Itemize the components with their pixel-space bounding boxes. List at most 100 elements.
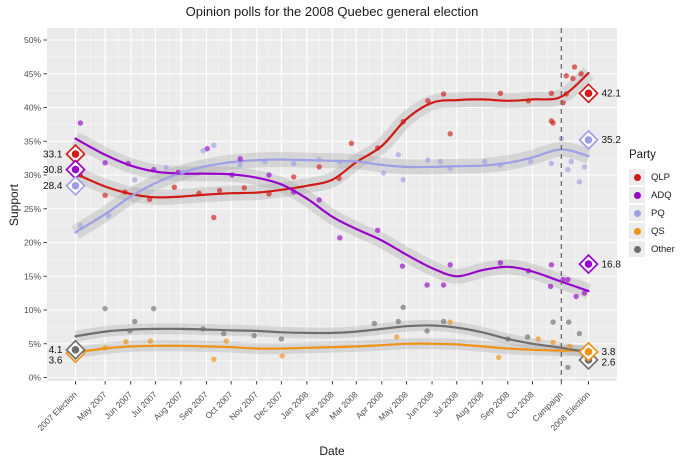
poll-point-Other (440, 318, 447, 325)
legend-dot-icon (633, 173, 641, 181)
legend-key-ADQ (629, 187, 645, 203)
poll-point-PQ (291, 160, 297, 167)
poll-point-QLP (425, 98, 431, 104)
poll-point-ADQ (237, 156, 243, 162)
poll-point-ADQ (525, 268, 532, 274)
poll-point-PQ (337, 159, 343, 165)
poll-point-PQ (581, 164, 588, 170)
poll-point-Other (395, 318, 401, 325)
poll-point-Other (200, 326, 206, 332)
legend-key-PQ (629, 205, 645, 221)
poll-point-ADQ (291, 189, 297, 195)
legend-items: QLP ADQ PQ QS Other (629, 168, 675, 258)
poll-point-Other (221, 330, 227, 337)
poll-point-Other (505, 336, 511, 342)
legend-key-QS (629, 223, 645, 239)
poll-point-PQ (565, 166, 571, 173)
y-tick-label: 20% (24, 238, 41, 248)
poll-point-PQ (482, 158, 488, 165)
trend-line-ADQ (74, 137, 590, 293)
poll-point-QLP (525, 98, 532, 104)
poll-point-QLP (216, 187, 223, 194)
poll-point-QLP (211, 214, 217, 221)
poll-point-Other (127, 328, 133, 334)
legend-item-ADQ: ADQ (629, 186, 675, 204)
poll-point-QLP (563, 91, 569, 97)
poll-point-QS (211, 356, 217, 362)
result-label-ADQ: 16.8 (602, 259, 622, 270)
poll-point-PQ (132, 177, 138, 183)
legend-dot-icon (633, 245, 641, 253)
result-dot-PQ (584, 136, 593, 144)
poll-point-QS (566, 343, 573, 350)
poll-point-PQ (211, 142, 217, 148)
result-dot-QS (584, 348, 593, 356)
poll-point-ADQ (175, 169, 182, 175)
legend-label: Other (651, 243, 675, 255)
poll-point-PQ (400, 177, 406, 183)
legend-key-QLP (629, 169, 645, 185)
poll-point-QLP (563, 73, 569, 79)
result-label-QS: 3.8 (602, 347, 616, 358)
poll-point-QLP (291, 174, 297, 180)
poll-point-QLP (348, 140, 355, 146)
x-tick-label: Jun 2008 (404, 389, 436, 421)
result-label-Other: 2.6 (602, 358, 616, 369)
poll-point-PQ (316, 156, 322, 163)
legend-dot-icon (633, 209, 641, 217)
y-tick-label: 25% (24, 204, 41, 214)
result-dot-QLP (71, 150, 80, 158)
legend-item-QS: QS (629, 222, 675, 240)
poll-point-Other (565, 364, 571, 371)
result-label-QS: 3.6 (49, 356, 63, 367)
poll-point-ADQ (337, 235, 343, 241)
result-dot-PQ (71, 182, 80, 190)
result-dot-Other (71, 346, 80, 354)
poll-point-ADQ (316, 197, 322, 203)
result-label-QLP: 42.1 (602, 89, 622, 100)
result-label-Other: 4.1 (49, 345, 63, 356)
poll-point-ADQ (266, 172, 272, 178)
result-dot-ADQ (584, 260, 593, 268)
result-dot-QLP (584, 89, 593, 98)
poll-point-PQ (380, 170, 387, 176)
poll-point-Other (151, 305, 157, 312)
poll-point-ADQ (375, 227, 381, 233)
poll-point-QLP (497, 90, 504, 97)
legend-item-Other: Other (629, 240, 675, 258)
poll-point-QS (102, 345, 108, 351)
poll-point-QS (535, 336, 541, 342)
poll-point-Other (132, 318, 138, 325)
poll-point-ADQ (399, 263, 406, 269)
poll-point-QLP (578, 71, 584, 77)
y-tick-label: 50% (24, 35, 41, 45)
poll-point-QS (447, 319, 453, 325)
trend-line-QS (74, 342, 590, 354)
poll-point-PQ (200, 148, 206, 154)
poll-point-PQ (548, 160, 555, 167)
legend-title: Party (629, 149, 656, 161)
poll-point-ADQ (77, 120, 84, 126)
result-label-ADQ: 30.8 (43, 165, 63, 176)
legend-label: QLP (651, 171, 671, 183)
poll-point-ADQ (547, 283, 554, 290)
poll-point-QS (393, 334, 400, 340)
poll-point-Other (524, 334, 531, 340)
poll-point-QLP (550, 120, 556, 126)
poll-point-ADQ (565, 276, 571, 283)
trend-line-QLP (74, 72, 590, 199)
legend-dot-icon (633, 227, 641, 235)
legend-label: ADQ (651, 189, 672, 201)
y-tick-label: 30% (24, 170, 41, 180)
poll-point-QLP (570, 75, 576, 82)
poll-point-Other (550, 319, 556, 325)
poll-point-QLP (171, 184, 177, 190)
poll-point-QLP (196, 190, 202, 196)
poll-point-ADQ (440, 282, 447, 288)
poll-point-QLP (336, 175, 342, 182)
poll-point-QLP (146, 196, 153, 202)
poll-point-PQ (425, 157, 431, 163)
poll-point-QS (147, 338, 154, 344)
